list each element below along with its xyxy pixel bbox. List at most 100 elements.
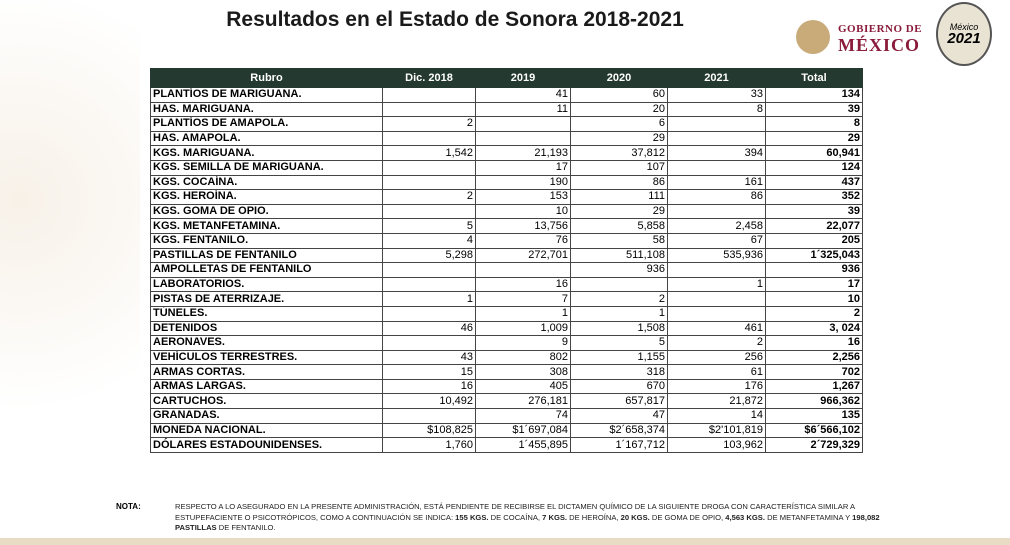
table-row: KGS. MARIGUANA. 1,542 21,193 37,812 394 60,94… [150,145,863,161]
row-label: PLANTÍOS DE AMAPOLA. [150,116,383,132]
cell: 153 [475,189,571,205]
row-label: KGS. MARIGUANA. [150,145,383,161]
cell: 33 [667,87,766,103]
cell: 176 [667,378,766,395]
badge-year: 2021 [947,30,981,47]
cell: 1 [382,291,476,307]
cell: 966,362 [765,393,863,410]
cell: 276,181 [475,393,571,410]
cell: 60,941 [765,145,863,161]
note-text: 198,082 PASTILLAS [175,512,880,533]
cell: 46 [382,320,476,337]
cell: 21,193 [475,145,571,161]
cell [667,291,766,307]
cell [382,130,476,147]
table-row: DÓLARES ESTADOUNIDENSES. 1,760 1´455,895 1´… [150,437,863,453]
cell: 1´455,895 [475,437,571,453]
row-label: KGS. SEMILLA DE MARIGUANA. [150,159,383,176]
row-label: DÓLARES ESTADOUNIDENSES. [150,437,383,453]
cell: 394 [667,145,766,161]
cell [382,101,476,118]
cell: 14 [667,408,766,424]
row-label: KGS. HEROÍNA. [150,189,383,205]
row-label: ARMAS CORTAS. [150,364,383,380]
cell: 5 [570,335,668,351]
cell: 111 [570,189,668,205]
cell: 1,760 [382,437,476,453]
cell [667,305,766,322]
table-row: ARMAS LARGAS. 16 405 670 176 1,267 [150,378,863,395]
cell [382,335,476,351]
row-label: LABORATORIOS. [150,276,383,293]
row-label: KGS. COCAÍNA. [150,174,383,191]
cell: 161 [667,174,766,191]
row-label: KGS. METANFETAMINA. [150,218,383,234]
table-row: GRANADAS. 74 47 14 135 [150,408,863,424]
cell [382,203,476,220]
badge-top: México [949,22,979,32]
cell: 67 [667,232,766,249]
cell [382,262,476,278]
table-row: ARMAS CORTAS. 15 308 318 61 702 [150,364,863,380]
cell [667,203,766,220]
logo-top: GOBIERNO DE [838,23,923,35]
logo: GOBIERNO DE MÉXICO [796,18,936,58]
cell: 1,267 [765,378,863,395]
cell: 670 [570,378,668,395]
table-row: KGS. GOMA DE OPIO. 10 29 39 [150,203,863,220]
cell: 43 [382,349,476,366]
table-row: PLANTÍOS DE AMAPOLA. 2 6 8 [150,116,863,132]
cell: 190 [475,174,571,191]
column-header: Dic. 2018 [382,68,476,88]
decoration [0,0,140,530]
cell [570,276,668,293]
cell [667,262,766,278]
table-row: VEHÍCULOS TERRESTRES. 43 802 1,155 256 2,256 [150,349,863,366]
cell: $2'101,819 [667,422,766,439]
cell: 9 [475,335,571,351]
cell: 1,009 [475,320,571,337]
title: Resultados en el Estado de Sonora 2018-2… [226,8,684,31]
cell: 10,492 [382,393,476,410]
cell: 1 [667,276,766,293]
cell: 76 [475,232,571,249]
cell [382,87,476,103]
note-text: DE METANFETAMINA Y [764,512,853,522]
cell: 1,155 [570,349,668,366]
table-row: HAS. MARIGUANA. 11 20 8 39 [150,101,863,118]
row-label: GRANADAS. [150,408,383,424]
cell [475,130,571,147]
table: Rubro Dic. 2018 2019 2020 2021 Total PLANTÍOS … [150,68,863,453]
cell: 13,756 [475,218,571,234]
cell: 2,458 [667,218,766,234]
cell: 1,542 [382,145,476,161]
cell: 16 [475,276,571,293]
cell: 11 [475,101,571,118]
table-row: KGS. FENTANILO. 4 76 58 67 205 [150,232,863,249]
row-label: KGS. FENTANILO. [150,232,383,249]
cell: 61 [667,364,766,380]
row-label: HAS. MARIGUANA. [150,101,383,118]
seal [796,20,830,54]
cell: 58 [570,232,668,249]
cell: 37,812 [570,145,668,161]
column-header: 2019 [475,68,571,88]
cell: 352 [765,189,863,205]
cell [382,174,476,191]
table-row: PISTAS DE ATERRIZAJE. 1 7 2 10 [150,291,863,307]
cell: 17 [765,276,863,293]
cell: 60 [570,87,668,103]
cell: 134 [765,87,863,103]
cell: 4 [382,232,476,249]
cell [475,116,571,132]
cell [667,130,766,147]
cell: 2 [382,116,476,132]
note-text: 4,563 KGS. [725,512,765,522]
cell [382,305,476,322]
cell: 2 [667,335,766,351]
cell: 5 [382,218,476,234]
cell: 86 [570,174,668,191]
cell: 103,962 [667,437,766,453]
cell: 8 [667,101,766,118]
